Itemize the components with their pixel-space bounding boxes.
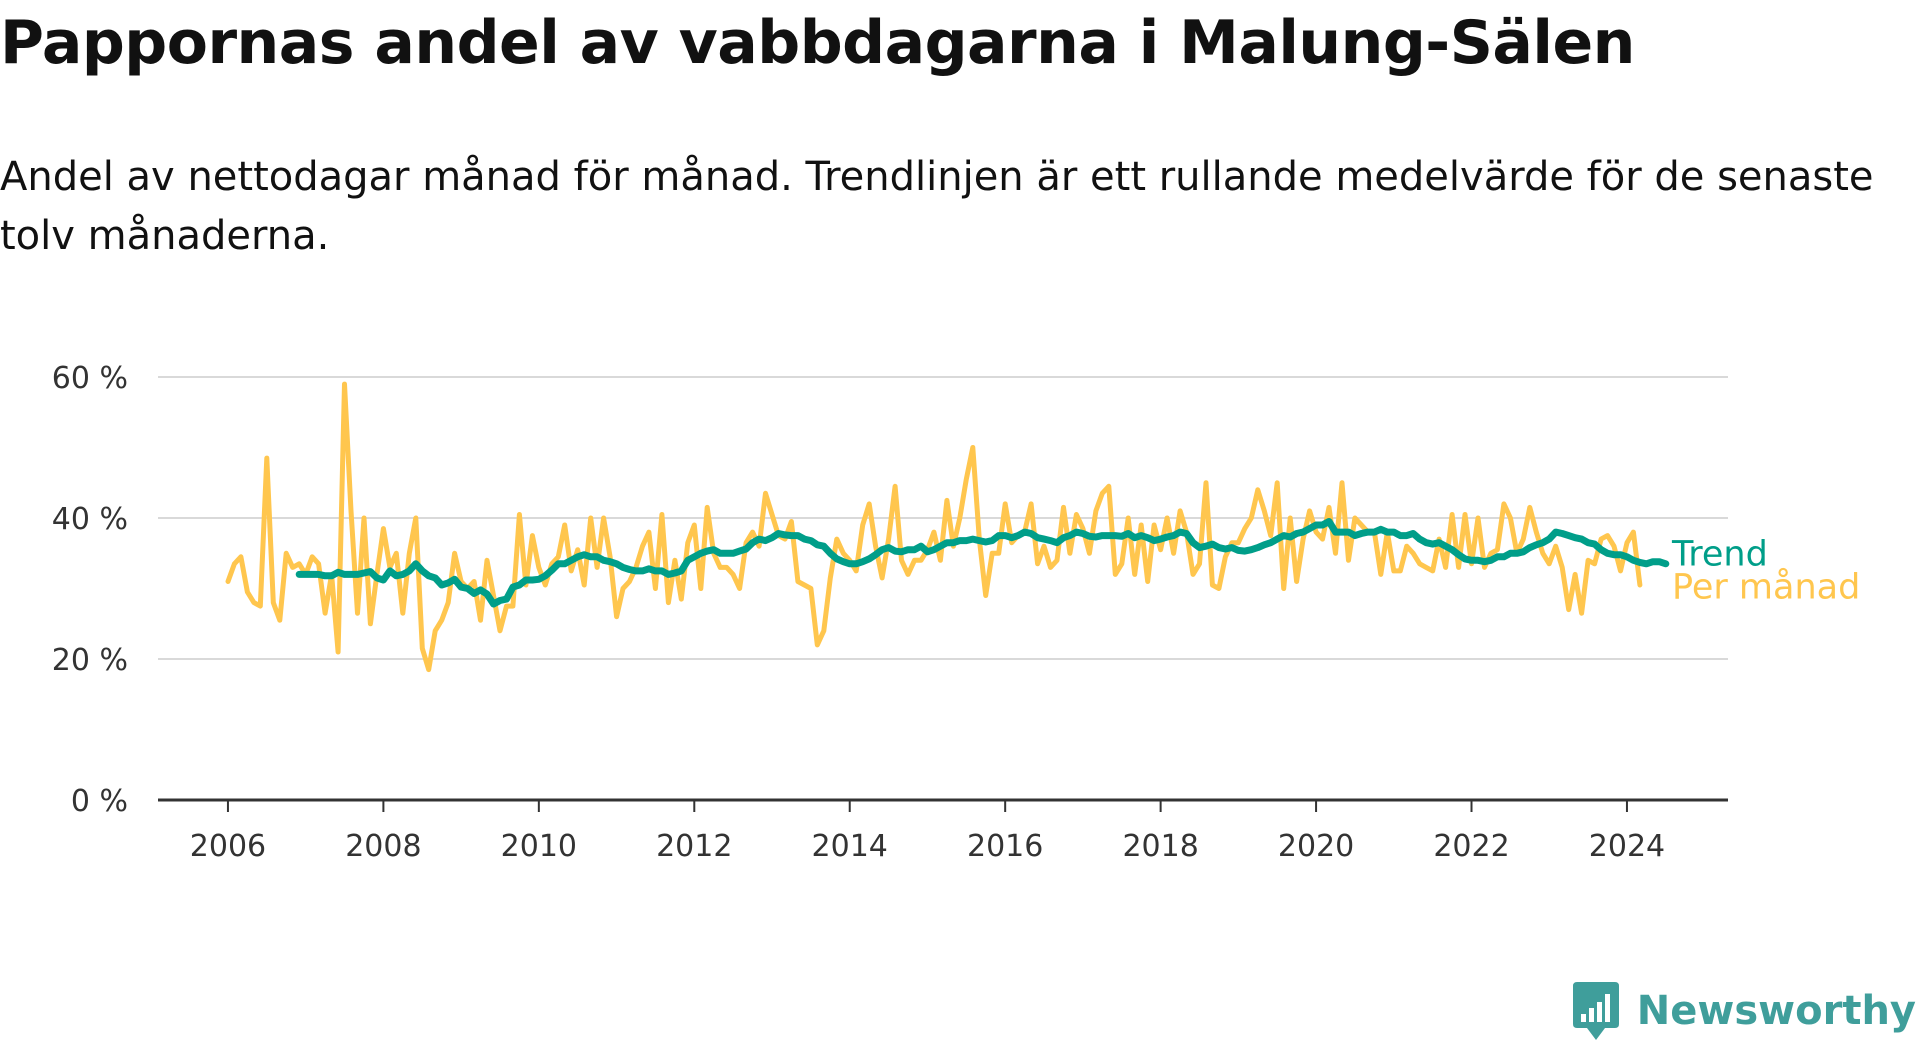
line-chart: 0 % 20 % 40 % 60 % 2006 2008 2010 2012 2014 2016 2… <box>52 361 1861 864</box>
series-line-trend <box>295 518 1670 608</box>
x-tick-label: 2024 <box>1589 829 1665 864</box>
series-label-trend: Trend <box>1671 534 1768 574</box>
x-tick-label: 2012 <box>656 829 732 864</box>
y-tick-label: 0 % <box>71 784 128 819</box>
newsworthy-logo-icon <box>1572 982 1619 1040</box>
x-tick-label: 2020 <box>1278 829 1354 864</box>
x-tick-label: 2016 <box>967 829 1043 864</box>
x-tick-label: 2014 <box>812 829 888 864</box>
x-tick-label: 2006 <box>190 829 266 864</box>
x-tick-label: 2022 <box>1433 829 1509 864</box>
chart-subtitle: Andel av nettodagar månad för månad. Tre… <box>0 154 1874 259</box>
x-tick-label: 2010 <box>501 829 577 864</box>
series-line-per-manad <box>225 381 1643 673</box>
series-lines <box>225 381 1670 673</box>
brand-name: Newsworthy <box>1636 988 1916 1034</box>
x-tick-label: 2008 <box>345 829 421 864</box>
chart-title: Pappornas andel av vabbdagarna i Malung-… <box>0 8 1635 78</box>
axes: 0 % 20 % 40 % 60 % 2006 2008 2010 2012 2014 2016 2… <box>52 361 1728 864</box>
y-tick-label: 40 % <box>52 502 128 537</box>
newsworthy-brand: Newsworthy <box>1571 980 1916 1042</box>
y-tick-label: 60 % <box>52 361 128 396</box>
x-tick-label: 2018 <box>1122 829 1198 864</box>
y-tick-label: 20 % <box>52 643 128 678</box>
series-label-per-manad: Per månad <box>1672 567 1860 608</box>
